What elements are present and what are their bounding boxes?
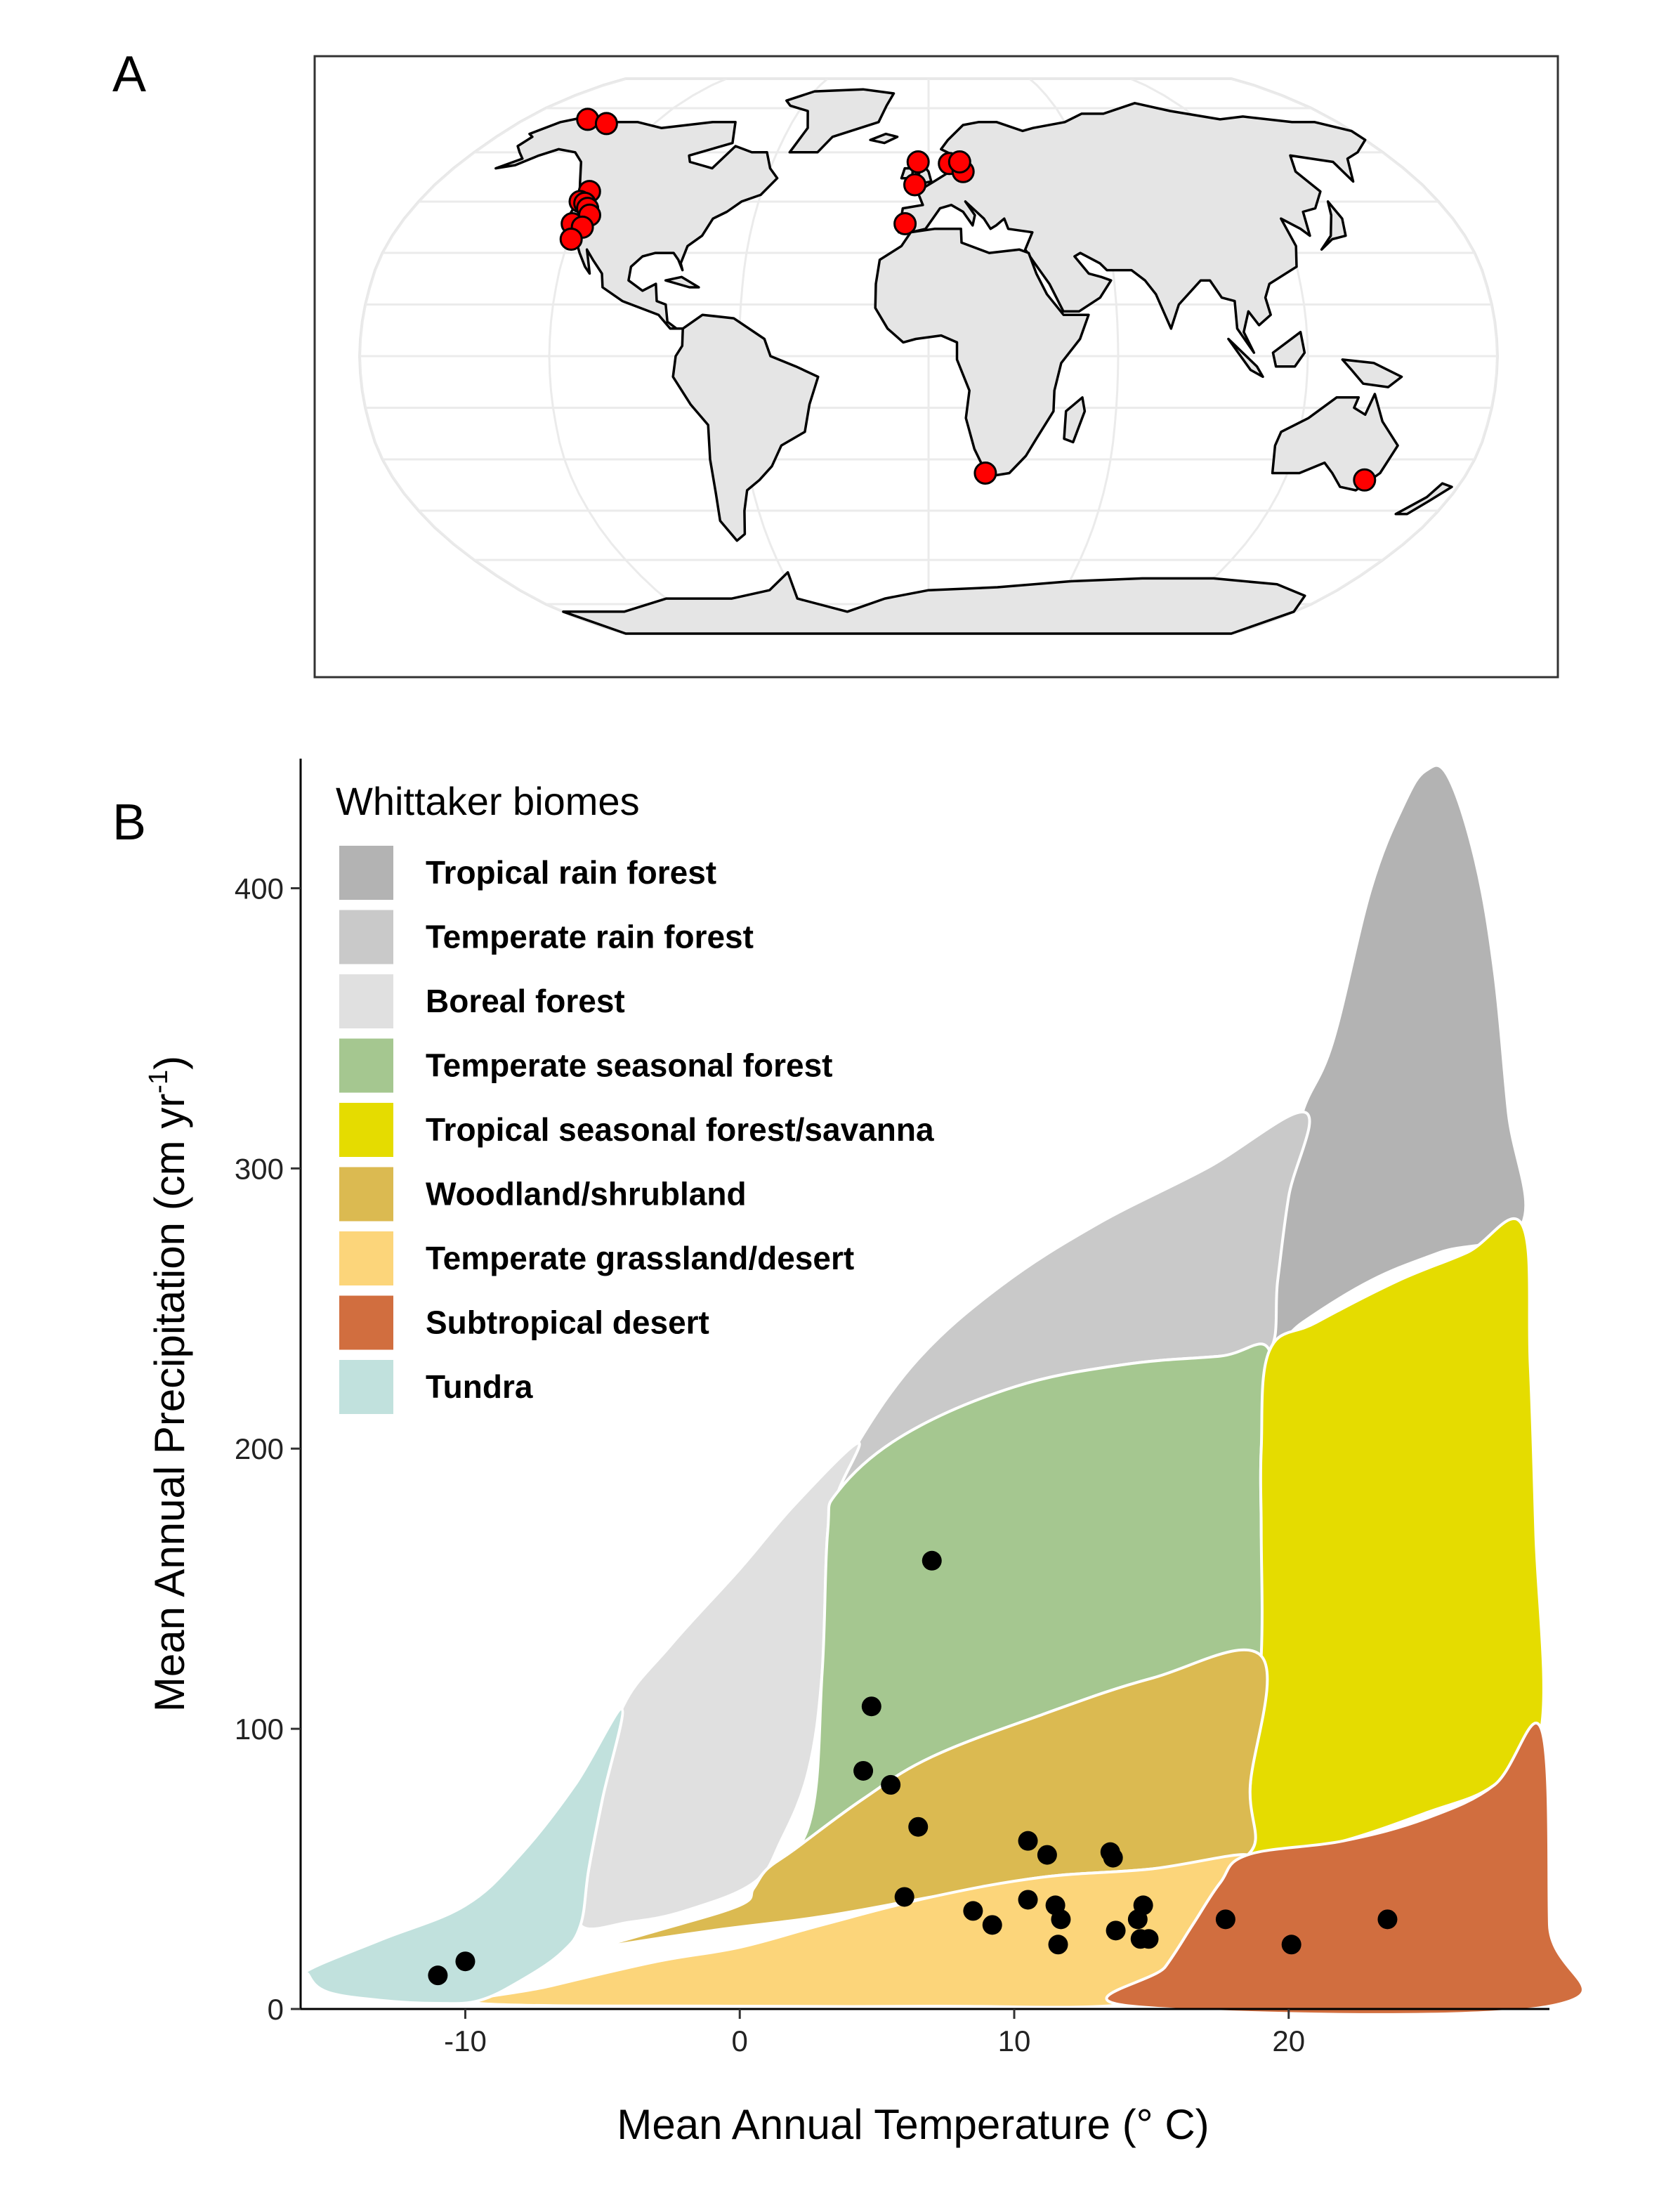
chart-legend: Whittaker biomes Tropical rain forest Tem…	[336, 779, 934, 1414]
legend-label-boreal-forest: Boreal forest	[426, 983, 625, 1019]
legend-label-temperate-rain-forest: Temperate rain forest	[426, 919, 754, 955]
x-tick-label--10: -10	[444, 2024, 487, 2057]
x-tick-label-10: 10	[998, 2024, 1031, 2057]
data-point-1	[428, 1965, 448, 1986]
data-point-19	[1106, 1920, 1126, 1941]
landmass-indonesia-2	[1271, 330, 1306, 368]
landmass-greenland	[785, 88, 896, 154]
data-point-4	[861, 1696, 881, 1717]
site-marker-18	[1353, 468, 1377, 492]
legend-swatch-tropical-seasonal-forest-savanna	[339, 1103, 393, 1157]
biome-tundra	[304, 1708, 624, 2005]
legend-label-tropical-rain-forest: Tropical rain forest	[426, 854, 716, 891]
world-map-panel	[313, 55, 1559, 679]
legend-label-woodland-shrubland: Woodland/shrubland	[426, 1176, 747, 1212]
legend-swatch-temperate-seasonal-forest	[339, 1038, 393, 1093]
data-point-21	[1133, 1895, 1153, 1916]
data-point-13	[1037, 1845, 1057, 1865]
data-point-24	[1215, 1909, 1235, 1930]
data-point-12	[1018, 1890, 1038, 1910]
legend-swatch-temperate-grassland-desert	[339, 1231, 393, 1285]
landmass-indonesia-3	[1341, 358, 1403, 388]
legend-swatch-boreal-forest	[339, 974, 393, 1028]
x-tick-label-0: 0	[732, 2024, 748, 2057]
legend-swatch-temperate-rain-forest	[339, 910, 393, 964]
x-axis-title: Mean Annual Temperature (° C)	[617, 2101, 1209, 2148]
legend-label-tropical-seasonal-forest-savanna: Tropical seasonal forest/savanna	[426, 1111, 934, 1148]
data-point-18	[1103, 1847, 1123, 1868]
landmass-iceland	[869, 132, 899, 145]
biome-regions	[304, 764, 1585, 2016]
data-point-11	[1018, 1831, 1038, 1851]
site-marker-15	[947, 150, 971, 174]
data-point-26	[1377, 1909, 1398, 1930]
landmass-madagascar	[1063, 396, 1087, 444]
y-tick-label-200: 200	[235, 1432, 284, 1465]
y-axis-title-sup: -1	[144, 1070, 173, 1094]
landmass-cuba	[664, 275, 700, 289]
data-point-3	[853, 1760, 874, 1781]
data-point-5	[881, 1774, 901, 1795]
landmass-australia	[1271, 393, 1399, 492]
meridian-line	[360, 79, 627, 634]
data-point-25	[1281, 1935, 1301, 1955]
landmass-africa	[874, 228, 1090, 478]
landmass-north-america	[494, 117, 779, 330]
map-site-markers	[559, 107, 1377, 492]
legend-swatch-subtropical-desert	[339, 1295, 393, 1350]
y-axis-title: Mean Annual Precipitation (cm yr-1)	[144, 1056, 193, 1712]
site-marker-12	[903, 173, 926, 197]
y-tick-label-100: 100	[235, 1713, 284, 1746]
site-marker-10	[559, 228, 583, 251]
site-marker-2	[594, 112, 618, 136]
data-point-8	[922, 1550, 942, 1571]
data-point-10	[982, 1915, 1002, 1935]
biome-temperate-grassland-desert	[468, 1853, 1252, 2009]
site-marker-11	[906, 150, 930, 174]
landmass-antarctica	[562, 571, 1306, 635]
landmass-japan	[1320, 200, 1347, 251]
y-axis-title-close: )	[146, 1056, 193, 1070]
y-axis-title-main: Mean Annual Precipitation (cm yr	[146, 1094, 193, 1712]
y-tick-label-0: 0	[268, 1993, 284, 2026]
panel-a-label: A	[112, 46, 146, 103]
biome-woodland-shrubland	[485, 1648, 1269, 1972]
legend-label-tundra: Tundra	[426, 1368, 533, 1405]
legend-swatch-tropical-rain-forest	[339, 846, 393, 900]
legend-swatch-tundra	[339, 1360, 393, 1414]
x-tick-label-20: 20	[1272, 2024, 1305, 2057]
site-marker-17	[973, 462, 997, 485]
legend-label-temperate-seasonal-forest: Temperate seasonal forest	[426, 1047, 833, 1084]
data-point-6	[894, 1887, 914, 1907]
landmass-indonesia-1	[1227, 337, 1264, 379]
data-point-2	[455, 1951, 476, 1972]
landmass-south-america	[671, 313, 820, 542]
legend-swatch-woodland-shrubland	[339, 1167, 393, 1222]
legend-title: Whittaker biomes	[336, 779, 640, 823]
y-tick-label-400: 400	[235, 872, 284, 905]
biome-subtropical-desert	[1105, 1722, 1585, 2016]
panel-b-label: B	[112, 794, 146, 851]
landmass-eurasia	[898, 102, 1367, 354]
y-tick-label-300: 300	[235, 1152, 284, 1185]
site-marker-16	[893, 212, 917, 235]
data-points	[428, 1550, 1398, 1986]
data-point-16	[1048, 1935, 1068, 1955]
meridian-line	[1231, 79, 1497, 634]
legend-label-subtropical-desert: Subtropical desert	[426, 1304, 709, 1341]
map-landmasses	[494, 88, 1453, 635]
data-point-23	[1139, 1929, 1159, 1949]
site-marker-1	[576, 107, 600, 131]
landmass-new-zealand	[1394, 482, 1453, 516]
data-point-9	[963, 1901, 983, 1921]
data-point-15	[1051, 1909, 1071, 1930]
legend-label-temperate-grassland-desert: Temperate grassland/desert	[426, 1240, 854, 1276]
data-point-7	[908, 1817, 929, 1837]
